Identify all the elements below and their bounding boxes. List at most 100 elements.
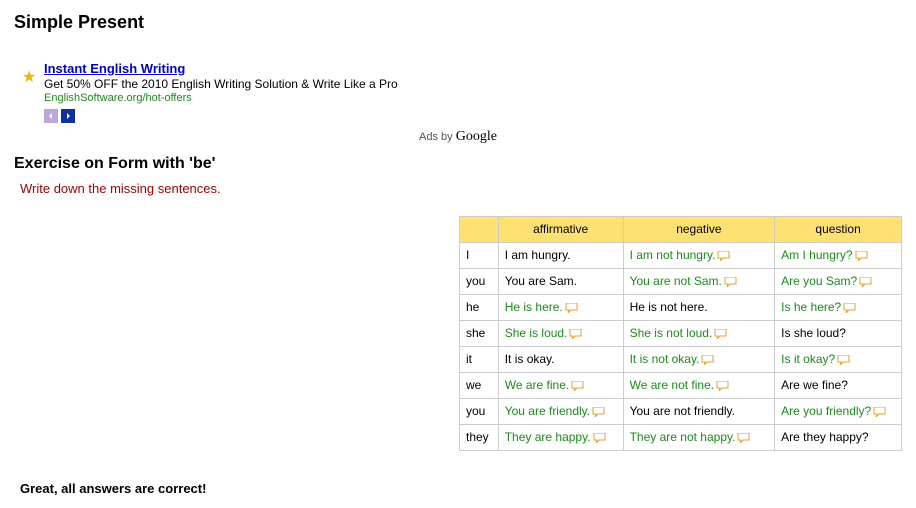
cell-text: You are not friendly. — [630, 404, 735, 418]
affirmative-cell: They are happy. — [498, 424, 623, 450]
cell-text: You are friendly. — [505, 404, 590, 418]
pronoun-cell: she — [460, 320, 499, 346]
question-cell: Are they happy? — [775, 424, 902, 450]
table-row: we We are fine. We are not fine. Are we fin… — [460, 372, 902, 398]
negative-cell: You are not Sam. — [623, 268, 775, 294]
speech-bubble-icon[interactable] — [716, 381, 729, 391]
star-icon: ★ — [22, 67, 36, 87]
speech-bubble-icon[interactable] — [717, 251, 730, 261]
negative-cell: She is not loud. — [623, 320, 775, 346]
speech-bubble-icon[interactable] — [569, 329, 582, 339]
pronoun-cell: we — [460, 372, 499, 398]
ad-url[interactable]: EnglishSoftware.org/hot-offers — [44, 92, 902, 104]
pronoun-cell: it — [460, 346, 499, 372]
question-cell: Are you friendly? — [775, 398, 902, 424]
cell-text: They are not happy. — [630, 430, 736, 444]
exercise-title: Exercise on Form with 'be' — [14, 155, 902, 173]
cell-text: It is okay. — [505, 352, 555, 366]
affirmative-cell: She is loud. — [498, 320, 623, 346]
affirmative-cell: We are fine. — [498, 372, 623, 398]
cell-text: Am I hungry? — [781, 248, 852, 262]
negative-cell: He is not here. — [623, 294, 775, 320]
speech-bubble-icon[interactable] — [724, 277, 737, 287]
negative-cell: We are not fine. — [623, 372, 775, 398]
table-row: you You are friendly. You are not friendly… — [460, 398, 902, 424]
cell-text: Is it okay? — [781, 352, 835, 366]
affirmative-cell: You are friendly. — [498, 398, 623, 424]
header-corner — [460, 216, 499, 242]
ad-block: ★ Instant English Writing Get 50% OFF th… — [44, 61, 902, 123]
pronoun-cell: they — [460, 424, 499, 450]
ads-by-prefix: Ads by — [419, 131, 456, 143]
speech-bubble-icon[interactable] — [714, 329, 727, 339]
cell-text: Is he here? — [781, 300, 841, 314]
ad-text: Get 50% OFF the 2010 English Writing Sol… — [44, 77, 902, 91]
cell-text: Are they happy? — [781, 430, 868, 444]
question-cell: Am I hungry? — [775, 242, 902, 268]
speech-bubble-icon[interactable] — [593, 433, 606, 443]
speech-bubble-icon[interactable] — [837, 355, 850, 365]
exercise-table: affirmative negative question I I am hung… — [459, 216, 902, 451]
negative-cell: I am not hungry. — [623, 242, 775, 268]
negative-cell: You are not friendly. — [623, 398, 775, 424]
cell-text: They are happy. — [505, 430, 591, 444]
ads-by-label: Ads by Google — [14, 129, 902, 145]
google-brand: Google — [456, 129, 497, 144]
table-row: I I am hungry. I am not hungry. Am I hungry… — [460, 242, 902, 268]
cell-text: He is not here. — [630, 300, 708, 314]
cell-text: We are not fine. — [630, 378, 715, 392]
table-header-row: affirmative negative question — [460, 216, 902, 242]
cell-text: She is not loud. — [630, 326, 713, 340]
question-cell: Are you Sam? — [775, 268, 902, 294]
pronoun-cell: you — [460, 268, 499, 294]
question-cell: Is she loud? — [775, 320, 902, 346]
header-affirmative: affirmative — [498, 216, 623, 242]
speech-bubble-icon[interactable] — [592, 407, 605, 417]
question-cell: Is it okay? — [775, 346, 902, 372]
affirmative-cell: I am hungry. — [498, 242, 623, 268]
cell-text: Are you Sam? — [781, 274, 857, 288]
cell-text: She is loud. — [505, 326, 568, 340]
speech-bubble-icon[interactable] — [571, 381, 584, 391]
ad-title-link[interactable]: Instant English Writing — [44, 61, 185, 76]
cell-text: Is she loud? — [781, 326, 846, 340]
affirmative-cell: He is here. — [498, 294, 623, 320]
negative-cell: It is not okay. — [623, 346, 775, 372]
table-row: he He is here. He is not here. Is he here? — [460, 294, 902, 320]
cell-text: You are Sam. — [505, 274, 577, 288]
result-message: Great, all answers are correct! — [20, 481, 902, 496]
pronoun-cell: you — [460, 398, 499, 424]
header-question: question — [775, 216, 902, 242]
affirmative-cell: You are Sam. — [498, 268, 623, 294]
speech-bubble-icon[interactable] — [873, 407, 886, 417]
cell-text: We are fine. — [505, 378, 569, 392]
pronoun-cell: I — [460, 242, 499, 268]
table-row: they They are happy. They are not happy. Ar… — [460, 424, 902, 450]
speech-bubble-icon[interactable] — [737, 433, 750, 443]
speech-bubble-icon[interactable] — [855, 251, 868, 261]
cell-text: I am not hungry. — [630, 248, 716, 262]
table-row: it It is okay. It is not okay. Is it okay? — [460, 346, 902, 372]
table-row: she She is loud. She is not loud. Is she lo… — [460, 320, 902, 346]
table-row: you You are Sam. You are not Sam. Are you S… — [460, 268, 902, 294]
header-negative: negative — [623, 216, 775, 242]
question-cell: Is he here? — [775, 294, 902, 320]
cell-text: I am hungry. — [505, 248, 571, 262]
ad-next-button[interactable] — [61, 109, 75, 123]
page-title: Simple Present — [14, 12, 902, 33]
cell-text: Are we fine? — [781, 378, 848, 392]
speech-bubble-icon[interactable] — [843, 303, 856, 313]
cell-text: Are you friendly? — [781, 404, 871, 418]
cell-text: He is here. — [505, 300, 563, 314]
affirmative-cell: It is okay. — [498, 346, 623, 372]
cell-text: You are not Sam. — [630, 274, 722, 288]
pronoun-cell: he — [460, 294, 499, 320]
ad-nav — [44, 108, 902, 123]
speech-bubble-icon[interactable] — [701, 355, 714, 365]
instruction: Write down the missing sentences. — [20, 181, 902, 196]
ad-prev-button[interactable] — [44, 109, 58, 123]
speech-bubble-icon[interactable] — [565, 303, 578, 313]
cell-text: It is not okay. — [630, 352, 700, 366]
question-cell: Are we fine? — [775, 372, 902, 398]
speech-bubble-icon[interactable] — [859, 277, 872, 287]
